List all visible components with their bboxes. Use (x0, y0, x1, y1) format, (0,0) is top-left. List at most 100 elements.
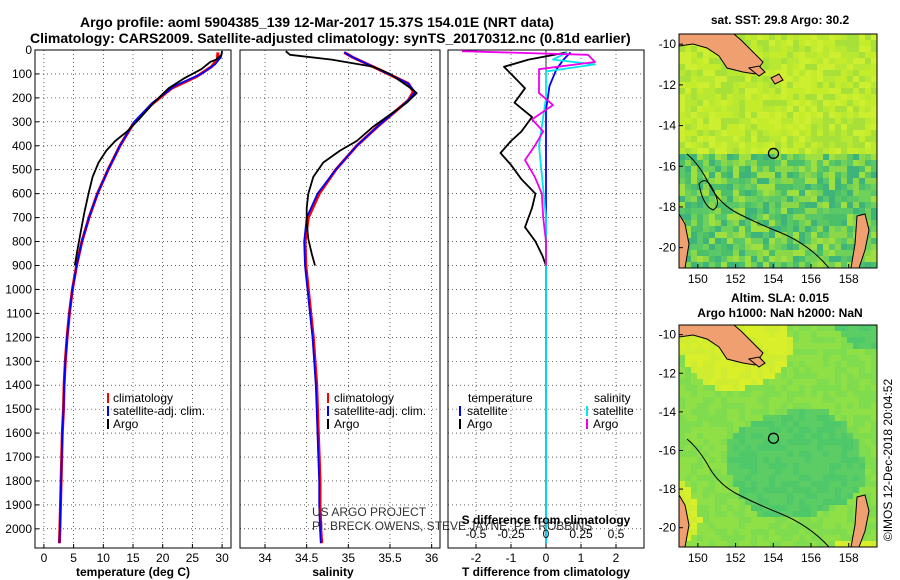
salinity-lines (285, 50, 418, 544)
map-cell (757, 232, 763, 238)
map-cell (835, 172, 841, 178)
sla-map-ticks: 150 152 154 156 158-10-12-14-16-18-20 (659, 328, 859, 565)
map-cell (805, 58, 811, 64)
map-cell (835, 439, 841, 445)
y-tick-label: 1100 (6, 306, 32, 320)
map-cell (727, 106, 733, 112)
map-cell (745, 172, 751, 178)
map-cell (745, 190, 751, 196)
map-cell (811, 118, 817, 124)
map-cell (859, 337, 865, 343)
map-cell (805, 154, 811, 160)
map-cell (781, 88, 787, 94)
map-cell (793, 529, 799, 535)
map-cell (757, 385, 763, 391)
map-cell (775, 337, 781, 343)
map-cell (841, 52, 847, 58)
map-cell (787, 385, 793, 391)
map-cell (793, 160, 799, 166)
map-cell (805, 469, 811, 475)
map-cell (799, 130, 805, 136)
map-cell (715, 214, 721, 220)
map-cell (757, 529, 763, 535)
map-cell (697, 88, 703, 94)
map-cell (823, 517, 829, 523)
map-cell (751, 136, 757, 142)
map-cell (721, 469, 727, 475)
map-cell (799, 409, 805, 415)
map-cell (769, 58, 775, 64)
map-cell (787, 499, 793, 505)
map-cell (751, 445, 757, 451)
map-cell (847, 232, 853, 238)
map-cell (769, 160, 775, 166)
map-cell (763, 427, 769, 433)
map-cell (709, 250, 715, 256)
map-cell (823, 469, 829, 475)
map-cell (733, 421, 739, 427)
map-cell (781, 184, 787, 190)
map-cell (739, 88, 745, 94)
map-cell (751, 154, 757, 160)
map-cell (763, 250, 769, 256)
map-cell (859, 118, 865, 124)
map-cell (691, 178, 697, 184)
map-cell (865, 379, 871, 385)
map-cell (871, 220, 877, 226)
map-cell (703, 445, 709, 451)
island-shape (747, 356, 766, 368)
map-cell (823, 499, 829, 505)
map-cell (733, 154, 739, 160)
legend-t-satellite: satellite (467, 404, 508, 418)
map-cell (817, 511, 823, 517)
map-cell (835, 529, 841, 535)
map-cell (733, 190, 739, 196)
map-cell (775, 493, 781, 499)
map-cell (703, 469, 709, 475)
map-cell (781, 172, 787, 178)
new-caledonia-landmass (850, 213, 870, 268)
map-cell (835, 487, 841, 493)
map-cell (691, 433, 697, 439)
map-cell (805, 523, 811, 529)
map-cell (745, 451, 751, 457)
map-cell (769, 130, 775, 136)
map-cell (751, 142, 757, 148)
map-cell (757, 343, 763, 349)
map-cell (751, 208, 757, 214)
map-cell (727, 367, 733, 373)
map-cell (715, 220, 721, 226)
map-cell (817, 148, 823, 154)
map-cell (739, 118, 745, 124)
map-cell (733, 226, 739, 232)
map-cell (703, 136, 709, 142)
map-cell (775, 190, 781, 196)
map-cell (835, 469, 841, 475)
map-cell (715, 385, 721, 391)
map-cell (715, 535, 721, 541)
map-cell (871, 349, 877, 355)
map-cell (865, 34, 871, 40)
map-cell (721, 88, 727, 94)
map-cell (703, 70, 709, 76)
map-cell (823, 226, 829, 232)
map-cell (847, 325, 853, 331)
map-cell (847, 469, 853, 475)
map-cell (817, 52, 823, 58)
map-cell (679, 337, 685, 343)
map-cell (709, 523, 715, 529)
map-cell (853, 421, 859, 427)
map-cell (829, 463, 835, 469)
map-cell (685, 196, 691, 202)
map-cell (703, 172, 709, 178)
map-cell (781, 439, 787, 445)
map-cell (787, 196, 793, 202)
map-cell (757, 202, 763, 208)
map-cell (727, 256, 733, 262)
map-cell (685, 58, 691, 64)
map-cell (865, 52, 871, 58)
map-cell (793, 124, 799, 130)
map-cell (811, 325, 817, 331)
map-cell (763, 349, 769, 355)
map-x-tick-label: 156 (801, 272, 821, 286)
